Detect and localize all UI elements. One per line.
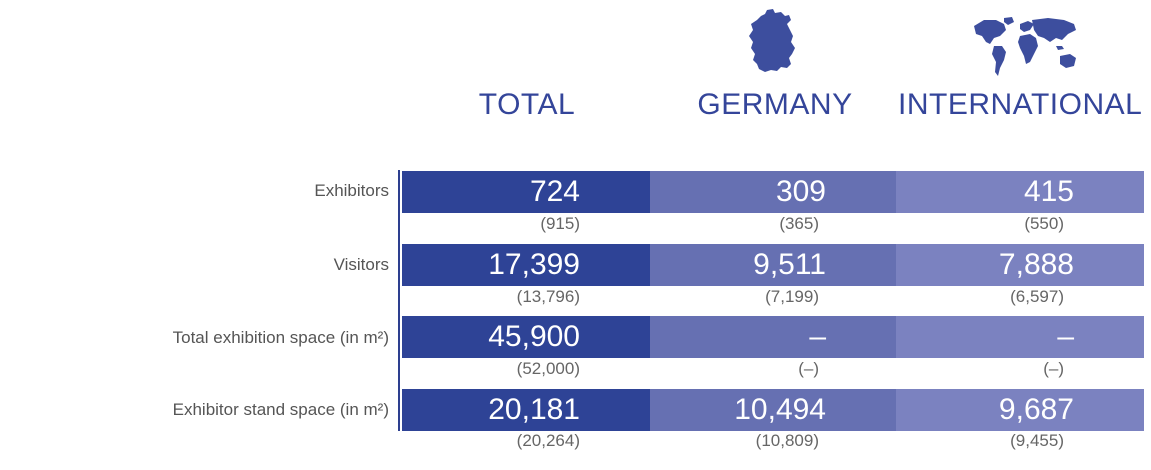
bar-total-exhibition-space-international: –: [896, 316, 1144, 358]
prev-exhibitors-total: (915): [540, 214, 580, 233]
prev-visitors-international: (6,597): [1010, 287, 1064, 306]
axis-line: [398, 170, 400, 431]
row-label-visitors: Visitors: [333, 255, 389, 274]
row-label-total-exhibition-space: Total exhibition space (in m²): [172, 328, 389, 347]
prev-exhibitor-stand-space-total: (20,264): [516, 431, 580, 450]
bar-visitors-total: 17,399: [402, 244, 650, 286]
prev-exhibitor-stand-space-germany: (10,809): [755, 431, 819, 450]
column-title-germany: GERMANY: [697, 88, 853, 121]
bar-exhibitors-total: 724: [402, 171, 650, 213]
prev-exhibitor-stand-space-international: (9,455): [1010, 431, 1064, 450]
prev-exhibitors-international: (550): [1024, 214, 1064, 233]
bar-exhibitor-stand-space-international: 9,687: [896, 389, 1144, 431]
column-title-international: INTERNATIONAL: [898, 88, 1143, 121]
bar-exhibitors-international: 415: [896, 171, 1144, 213]
bar-total-exhibition-space-total: 45,900: [402, 316, 650, 358]
prev-total-exhibition-space-international: (–): [1043, 359, 1064, 378]
row-label-exhibitors: Exhibitors: [314, 181, 389, 200]
prev-total-exhibition-space-total: (52,000): [516, 359, 580, 378]
column-title-total: TOTAL: [478, 88, 576, 121]
world-map-icon: [974, 17, 1076, 76]
prev-exhibitors-germany: (365): [779, 214, 819, 233]
bar-exhibitor-stand-space-germany: 10,494: [650, 389, 896, 431]
prev-visitors-germany: (7,199): [765, 287, 819, 306]
germany-map-icon: [749, 9, 795, 72]
bar-visitors-international: 7,888: [896, 244, 1144, 286]
prev-total-exhibition-space-germany: (–): [798, 359, 819, 378]
bar-total-exhibition-space-germany: –: [650, 316, 896, 358]
row-label-exhibitor-stand-space: Exhibitor stand space (in m²): [172, 400, 389, 419]
prev-visitors-total: (13,796): [516, 287, 580, 306]
bar-visitors-germany: 9,511: [650, 244, 896, 286]
bar-exhibitor-stand-space-total: 20,181: [402, 389, 650, 431]
bar-exhibitors-germany: 309: [650, 171, 896, 213]
